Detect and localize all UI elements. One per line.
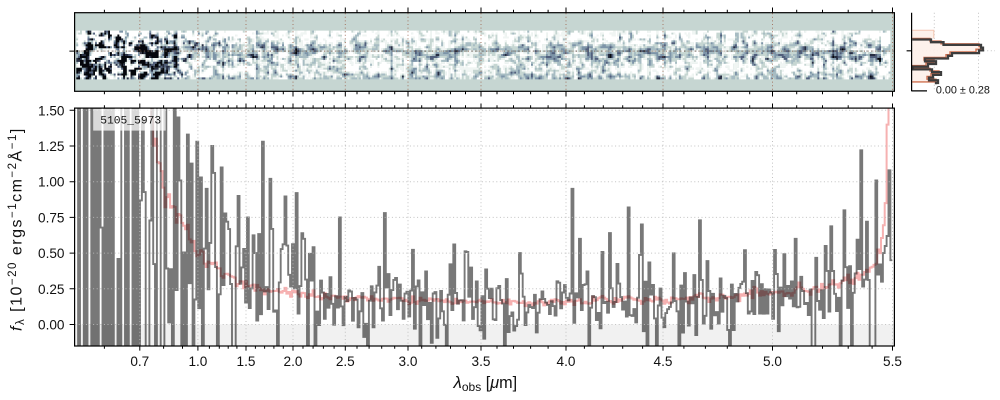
- svg-text:0.00: 0.00: [38, 318, 65, 333]
- svg-text:4.5: 4.5: [654, 354, 673, 369]
- svg-text:5105_5973: 5105_5973: [100, 116, 161, 128]
- svg-text:5.0: 5.0: [763, 354, 782, 369]
- svg-text:fλ [10−20 ergs−1cm−2Å−1]: fλ [10−20 ergs−1cm−2Å−1]: [7, 127, 28, 331]
- svg-text:3.5: 3.5: [472, 354, 491, 369]
- svg-text:0.75: 0.75: [38, 210, 64, 225]
- svg-text:0.00 ± 0.28: 0.00 ± 0.28: [936, 84, 990, 96]
- svg-text:1.5: 1.5: [237, 354, 256, 369]
- svg-text:1.25: 1.25: [38, 139, 64, 154]
- svg-text:1.0: 1.0: [188, 354, 207, 369]
- svg-text:λobs [μm]: λobs [μm]: [453, 373, 518, 394]
- svg-text:2.0: 2.0: [284, 354, 303, 369]
- svg-text:0.7: 0.7: [130, 354, 149, 369]
- svg-text:0.50: 0.50: [38, 246, 65, 261]
- svg-text:4.0: 4.0: [557, 354, 576, 369]
- svg-text:0.25: 0.25: [38, 282, 64, 297]
- svg-text:1.00: 1.00: [38, 175, 65, 190]
- svg-text:2.5: 2.5: [336, 354, 355, 369]
- svg-text:5.5: 5.5: [883, 354, 902, 369]
- svg-text:3.0: 3.0: [399, 354, 418, 369]
- svg-text:1.50: 1.50: [38, 103, 65, 118]
